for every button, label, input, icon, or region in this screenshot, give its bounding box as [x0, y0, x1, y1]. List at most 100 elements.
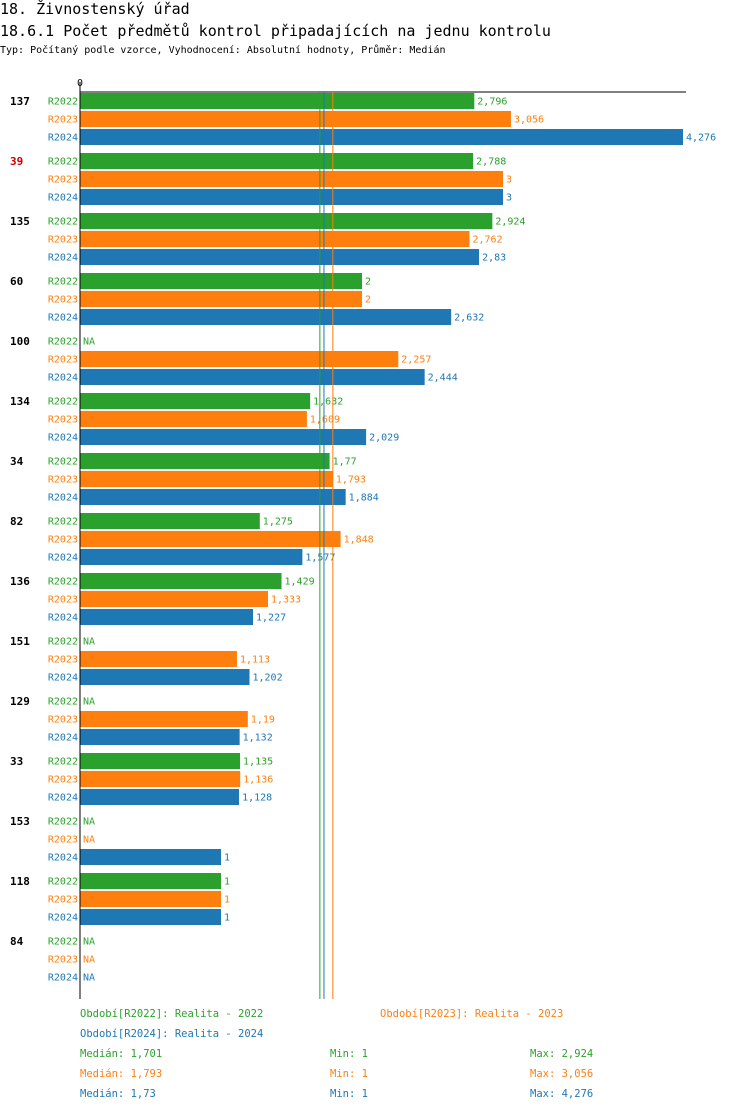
legend-median-r2024: Medián: 1,73	[80, 1088, 156, 1100]
series-label: R2024	[48, 433, 78, 444]
data-label: 1,609	[310, 415, 340, 426]
data-label: 1	[224, 895, 230, 906]
series-label: R2023	[48, 415, 78, 426]
series-label: R2024	[48, 193, 78, 204]
series-label: R2023	[48, 475, 78, 486]
bar	[80, 471, 333, 487]
bar	[80, 273, 363, 289]
data-label: 1,77	[333, 457, 357, 468]
data-label: 2,83	[482, 253, 506, 264]
bar	[80, 669, 250, 685]
bar	[80, 651, 237, 667]
bar	[80, 591, 268, 607]
data-label: 1	[224, 877, 230, 888]
data-label: 2,029	[369, 433, 399, 444]
data-label: 1,275	[263, 517, 293, 528]
data-label: 1,429	[285, 577, 315, 588]
data-label: 3	[506, 175, 512, 186]
data-label: 2,796	[477, 97, 507, 108]
group-label: 134	[10, 395, 30, 408]
series-label: R2023	[48, 295, 78, 306]
bar	[80, 111, 511, 127]
series-label: R2022	[48, 337, 78, 348]
bar	[80, 411, 307, 427]
series-label: R2024	[48, 253, 78, 264]
data-label: 3,056	[514, 115, 544, 126]
data-label: 1,333	[271, 595, 301, 606]
data-label: NA	[83, 835, 95, 846]
data-label: NA	[83, 955, 95, 966]
group-label: 84	[10, 935, 24, 948]
data-label: 1,135	[243, 757, 273, 768]
data-label: 2	[365, 295, 371, 306]
data-label: 2,762	[472, 235, 502, 246]
legend-median-r2022: Medián: 1,701	[80, 1048, 163, 1060]
bar	[80, 213, 493, 229]
bar	[80, 573, 282, 589]
data-label: 1,128	[242, 793, 272, 804]
series-label: R2022	[48, 97, 78, 108]
group-label: 118	[10, 875, 30, 888]
series-label: R2024	[48, 733, 78, 744]
series-label: R2023	[48, 955, 78, 966]
legend-period-r2024: Období[R2024]: Realita - 2024	[80, 1028, 264, 1040]
series-label: R2024	[48, 793, 78, 804]
data-label: 1,577	[305, 553, 335, 564]
series-label: R2024	[48, 493, 78, 504]
series-label: R2024	[48, 313, 78, 324]
bar	[80, 309, 452, 325]
data-label: 3	[506, 193, 512, 204]
series-label: R2022	[48, 217, 78, 228]
series-label: R2022	[48, 697, 78, 708]
bar	[80, 489, 346, 505]
series-label: R2022	[48, 397, 78, 408]
legend-period-r2022: Období[R2022]: Realita - 2022	[80, 1008, 264, 1020]
series-label: R2023	[48, 355, 78, 366]
legend-min-r2024: Min: 1	[330, 1088, 368, 1100]
legend-min-r2022: Min: 1	[330, 1048, 368, 1060]
bar	[80, 753, 241, 769]
legend-period-r2023: Období[R2023]: Realita - 2023	[380, 1008, 564, 1020]
data-label: 1,884	[349, 493, 379, 504]
series-label: R2022	[48, 457, 78, 468]
bar	[80, 873, 222, 889]
bar	[80, 429, 367, 445]
series-label: R2023	[48, 115, 78, 126]
bar	[80, 729, 240, 745]
group-label: 151	[10, 635, 30, 648]
data-label: 1,132	[243, 733, 273, 744]
series-label: R2022	[48, 277, 78, 288]
series-label: R2023	[48, 595, 78, 606]
data-label: 1,632	[313, 397, 343, 408]
series-label: R2022	[48, 757, 78, 768]
bar	[80, 609, 254, 625]
series-label: R2022	[48, 877, 78, 888]
series-label: R2024	[48, 973, 78, 984]
bar	[80, 393, 311, 409]
legend-max-r2024: Max: 4,276	[530, 1088, 594, 1100]
series-label: R2024	[48, 133, 78, 144]
bar	[80, 93, 475, 109]
series-label: R2023	[48, 235, 78, 246]
page-title: 18. Živnostenský úřad	[0, 0, 190, 18]
bar	[80, 291, 363, 307]
group-label: 100	[10, 335, 30, 348]
data-label: NA	[83, 697, 95, 708]
bar	[80, 849, 222, 865]
data-label: 2,788	[476, 157, 506, 168]
series-label: R2023	[48, 835, 78, 846]
group-label: 153	[10, 815, 30, 828]
bar	[80, 789, 240, 805]
series-label: R2023	[48, 715, 78, 726]
chart-title: 18.6.1 Počet předmětů kontrol připadajíc…	[0, 22, 551, 40]
data-label: 1,19	[251, 715, 275, 726]
group-label: 39	[10, 155, 23, 168]
group-label: 136	[10, 575, 30, 588]
data-label: 1,202	[253, 673, 283, 684]
bar-chart: 0137R20222,796R20233,056R20244,27639R202…	[10, 78, 716, 999]
series-label: R2024	[48, 553, 78, 564]
series-label: R2024	[48, 373, 78, 384]
series-label: R2022	[48, 937, 78, 948]
group-label: 129	[10, 695, 30, 708]
bar	[80, 249, 480, 265]
